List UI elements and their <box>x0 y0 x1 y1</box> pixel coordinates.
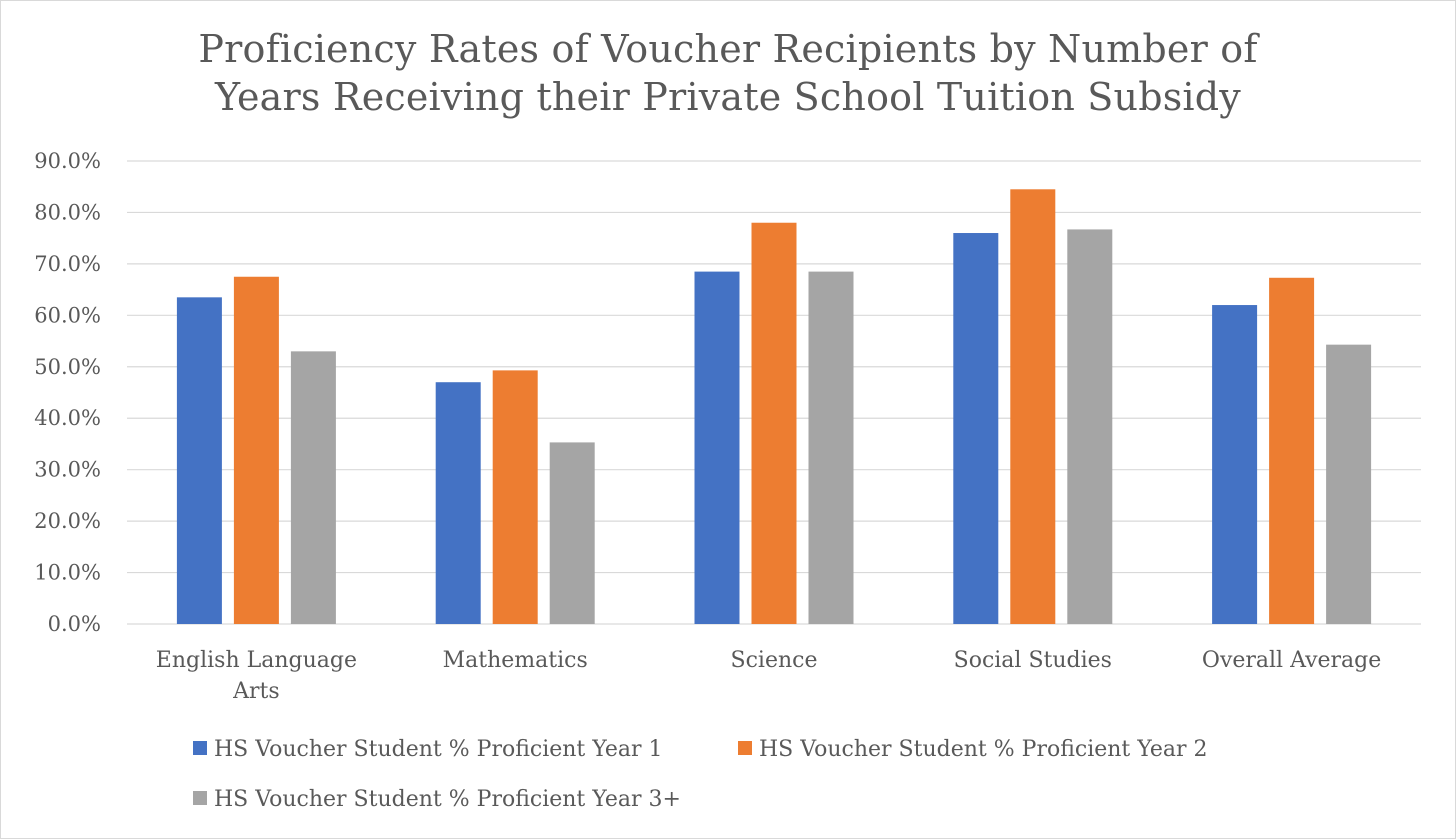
y-tick-label: 60.0% <box>34 303 101 327</box>
x-category-label: Overall Average <box>1202 648 1381 673</box>
x-axis-category-labels: English Language Arts Mathematics Science So… <box>156 648 1381 704</box>
bar-series-2 <box>1010 189 1056 625</box>
legend-swatch <box>193 791 207 805</box>
y-tick-label: 0.0% <box>48 612 101 636</box>
bar-series-1 <box>176 297 222 624</box>
bar-series-1 <box>1212 305 1258 624</box>
bar-series-3 <box>1326 344 1372 624</box>
x-category-label: Arts <box>232 679 280 704</box>
legend-label: HS Voucher Student % Proficient Year 3+ <box>214 787 681 812</box>
bar-series-2 <box>492 370 538 624</box>
bar-series-3 <box>808 271 854 624</box>
y-tick-label: 70.0% <box>34 252 101 276</box>
bar-series-1 <box>435 382 481 624</box>
y-tick-label: 40.0% <box>34 406 101 430</box>
legend-swatch <box>738 741 752 755</box>
bar-series-3 <box>549 442 595 624</box>
x-category-label: Science <box>731 648 818 673</box>
y-tick-label: 20.0% <box>34 509 101 533</box>
bar-series-2 <box>233 276 279 624</box>
chart-title: Proficiency Rates of Voucher Recipients … <box>1 25 1455 121</box>
bar-series-3 <box>1067 229 1113 624</box>
bar-series-2 <box>1269 277 1315 624</box>
x-category-label: Mathematics <box>443 648 588 673</box>
y-tick-label: 50.0% <box>34 355 101 379</box>
legend-label: HS Voucher Student % Proficient Year 1 <box>214 737 663 762</box>
legend: HS Voucher Student % Proficient Year 1 HS… <box>193 737 1208 812</box>
bar-series-1 <box>694 271 740 624</box>
chart-title-line-2: Years Receiving their Private School Tui… <box>215 75 1241 119</box>
y-axis-tick-labels: 0.0% 10.0% 20.0% 30.0% 40.0% 50.0% 60.0% 70.0% 8… <box>34 149 101 636</box>
y-tick-label: 10.0% <box>34 561 101 585</box>
y-tick-label: 80.0% <box>34 200 101 224</box>
y-tick-label: 90.0% <box>34 149 101 173</box>
bars <box>176 189 1372 625</box>
x-category-label: English Language <box>156 648 357 673</box>
bar-series-1 <box>953 233 999 624</box>
bar-series-3 <box>290 351 336 624</box>
y-tick-label: 30.0% <box>34 458 101 482</box>
legend-label: HS Voucher Student % Proficient Year 2 <box>759 737 1208 762</box>
legend-swatch <box>193 741 207 755</box>
bar-series-2 <box>751 222 797 624</box>
x-category-label: Social Studies <box>954 648 1112 673</box>
chart-title-line-1: Proficiency Rates of Voucher Recipients … <box>198 27 1258 71</box>
